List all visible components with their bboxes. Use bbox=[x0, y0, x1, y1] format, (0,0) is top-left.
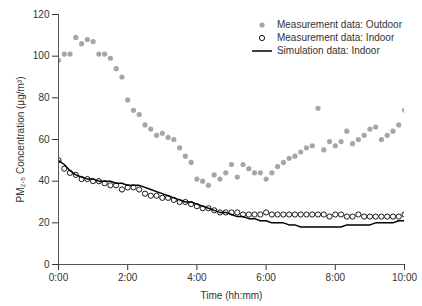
svg-text:120: 120 bbox=[33, 9, 50, 20]
svg-text:40: 40 bbox=[38, 175, 50, 186]
html-text:Measurement data: Indoor: Measurement data: Indoor bbox=[276, 32, 395, 43]
svg-text:60: 60 bbox=[38, 134, 50, 145]
svg-text:80: 80 bbox=[38, 92, 50, 103]
svg-text:100: 100 bbox=[33, 50, 50, 61]
svg-text:6:00: 6:00 bbox=[256, 272, 276, 283]
svg-text:Time (hh:mm): Time (hh:mm) bbox=[201, 290, 263, 301]
svg-text:10:00: 10:00 bbox=[392, 272, 417, 283]
svg-text:0: 0 bbox=[44, 259, 50, 270]
html-text:Simulation data: Indoor: Simulation data: Indoor bbox=[276, 45, 380, 56]
svg-text:4:00: 4:00 bbox=[187, 272, 207, 283]
svg-text:8:00: 8:00 bbox=[326, 272, 346, 283]
svg-text:0:00: 0:00 bbox=[49, 272, 69, 283]
html-text:Measurement data: Outdoor: Measurement data: Outdoor bbox=[276, 19, 402, 30]
svg-text:PM₂.₅ Concentration (μg/m³): PM₂.₅ Concentration (μg/m³) bbox=[15, 77, 26, 203]
svg-text:20: 20 bbox=[38, 217, 50, 228]
svg-text:2:00: 2:00 bbox=[118, 272, 138, 283]
